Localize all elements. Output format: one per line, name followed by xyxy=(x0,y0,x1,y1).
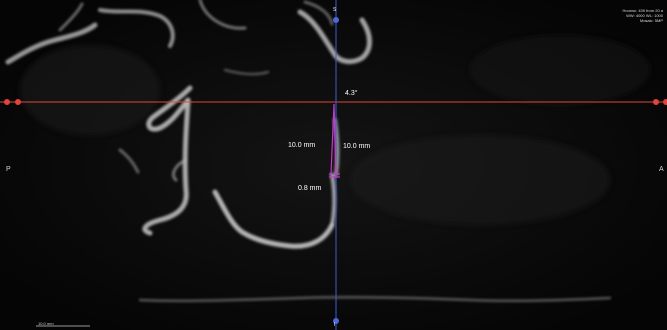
orientation-bottom-label: I xyxy=(334,322,336,328)
info-line-2: WW: 4000 WL: 1000 xyxy=(626,13,663,18)
length-measurement-right-label[interactable]: 10.0 mm xyxy=(343,143,371,150)
thickness-measurement-label[interactable]: 0.8 mm xyxy=(298,185,322,192)
horizontal-line-handle-left-inner[interactable] xyxy=(15,99,21,105)
vertical-line-handle-top[interactable] xyxy=(333,17,339,23)
vertical-line-handle-bottom[interactable] xyxy=(333,318,339,324)
horizontal-line-handle-left[interactable] xyxy=(4,99,10,105)
horizontal-line-handle-right-outer[interactable] xyxy=(663,99,667,105)
info-line-3: Mosaic: 5MP xyxy=(639,18,663,23)
length-measurement-left-label[interactable]: 10.0 mm xyxy=(288,142,316,149)
orientation-right-label: A xyxy=(659,166,664,173)
scale-bar-label: 10.0 mm xyxy=(38,321,54,326)
implant-marker[interactable] xyxy=(329,103,340,178)
horizontal-line-handle-right[interactable] xyxy=(653,99,659,105)
orientation-left-label: P xyxy=(6,166,11,173)
orientation-top-label: S xyxy=(333,7,337,13)
soft-tissue-haze xyxy=(20,35,650,225)
angle-measurement-label[interactable]: 4.3° xyxy=(345,90,358,97)
info-line-1: Hounsc: 439 from 20 a xyxy=(622,8,663,13)
image-info-overlay: Hounsc: 439 from 20 a WW: 4000 WL: 1000 … xyxy=(623,8,663,23)
